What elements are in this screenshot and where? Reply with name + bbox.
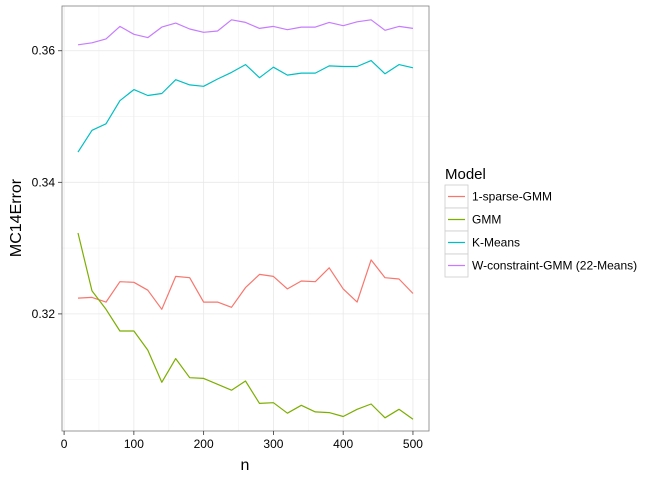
plot-panel <box>62 6 429 431</box>
x-tick-label: 400 <box>333 437 353 451</box>
tick-labels: 0 100 200 300 400 500 0.32 0.34 0.36 <box>32 44 424 451</box>
y-tick-label: 0.32 <box>32 307 56 321</box>
x-tick-label: 300 <box>263 437 283 451</box>
series-lines <box>77 19 414 420</box>
legend-item: W-constraint-GMM (22-Means) <box>444 253 637 278</box>
grid-lines <box>62 6 429 431</box>
series-line-0 <box>77 259 414 310</box>
x-tick-label: 0 <box>61 437 68 451</box>
legend-items: 1-sparse-GMM GMM K-Means W-constraint-GMM (… <box>444 184 637 278</box>
x-axis-title: n <box>241 457 250 474</box>
x-tick-label: 500 <box>403 437 423 451</box>
legend-item: 1-sparse-GMM <box>444 184 552 209</box>
y-tick-label: 0.36 <box>32 44 56 58</box>
legend-label: K-Means <box>472 236 520 250</box>
series-line-3 <box>77 19 414 46</box>
series-line-2 <box>77 59 414 153</box>
legend-title: Model <box>445 166 486 183</box>
y-tick-label: 0.34 <box>32 175 56 189</box>
plot-border <box>61 5 430 432</box>
x-tick-label: 200 <box>194 437 214 451</box>
y-axis-title: MC14Error <box>8 178 25 257</box>
series-line-1 <box>77 232 414 420</box>
legend-label: 1-sparse-GMM <box>472 190 552 204</box>
legend-item: K-Means <box>444 230 520 255</box>
legend-label: GMM <box>472 213 501 227</box>
legend-item: GMM <box>444 207 501 232</box>
x-tick-label: 100 <box>124 437 144 451</box>
legend: Model 1-sparse-GMM GMM K-Means W-constraint… <box>444 166 637 278</box>
axis-ticks <box>58 50 414 435</box>
legend-label: W-constraint-GMM (22-Means) <box>472 259 637 273</box>
